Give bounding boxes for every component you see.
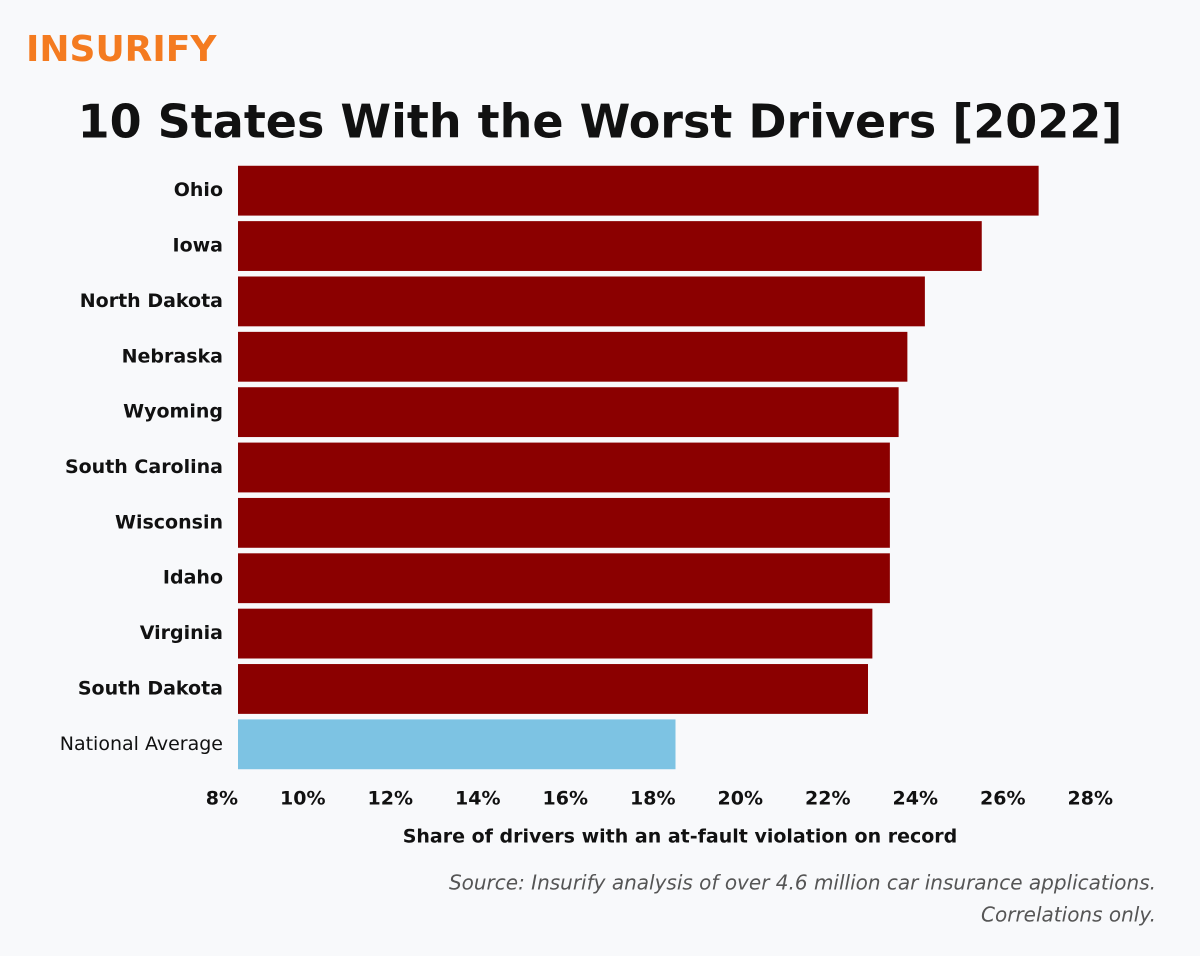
- y-tick-label: National Average: [60, 733, 223, 755]
- x-tick-label: 10%: [280, 788, 325, 810]
- y-tick-label: Wisconsin: [115, 511, 223, 533]
- y-tick-label: South Carolina: [65, 456, 223, 478]
- bar: [238, 387, 899, 438]
- bar: [238, 497, 890, 548]
- bar: [238, 221, 982, 271]
- x-tick-label: 22%: [805, 788, 850, 810]
- x-tick-label: 24%: [893, 788, 938, 810]
- x-tick-label: 28%: [1068, 788, 1113, 810]
- source-note: Source: Insurify analysis of over 4.6 mi…: [449, 871, 1156, 895]
- chart-title: 10 States With the Worst Drivers [2022]: [78, 95, 1123, 149]
- y-tick-label: Idaho: [163, 567, 223, 589]
- x-tick-label: 12%: [368, 788, 413, 810]
- bar: [238, 331, 908, 382]
- x-tick-label: 26%: [980, 788, 1025, 810]
- x-tick-label: 8%: [206, 788, 238, 810]
- x-tick-label: 18%: [630, 788, 675, 810]
- x-tick-label: 20%: [718, 788, 763, 810]
- bar: [238, 165, 1039, 216]
- brand-logo: INSURIFY: [26, 29, 217, 70]
- bar: [238, 553, 890, 604]
- x-tick-label: 16%: [543, 788, 588, 810]
- bar: [238, 442, 890, 493]
- x-axis-label: Share of drivers with an at-fault violat…: [403, 826, 958, 848]
- bar: [238, 719, 676, 770]
- y-tick-label: Virginia: [140, 622, 223, 644]
- source-note: Correlations only.: [981, 903, 1156, 927]
- bar: [238, 276, 925, 327]
- y-tick-label: Nebraska: [122, 345, 223, 367]
- x-tick-label: 14%: [455, 788, 500, 810]
- y-tick-label: Iowa: [173, 235, 224, 257]
- y-tick-label: Wyoming: [123, 401, 223, 423]
- bar: [238, 664, 868, 714]
- bar: [238, 608, 873, 659]
- y-tick-label: Ohio: [174, 179, 223, 201]
- y-tick-label: South Dakota: [78, 677, 223, 699]
- y-tick-label: North Dakota: [80, 290, 223, 312]
